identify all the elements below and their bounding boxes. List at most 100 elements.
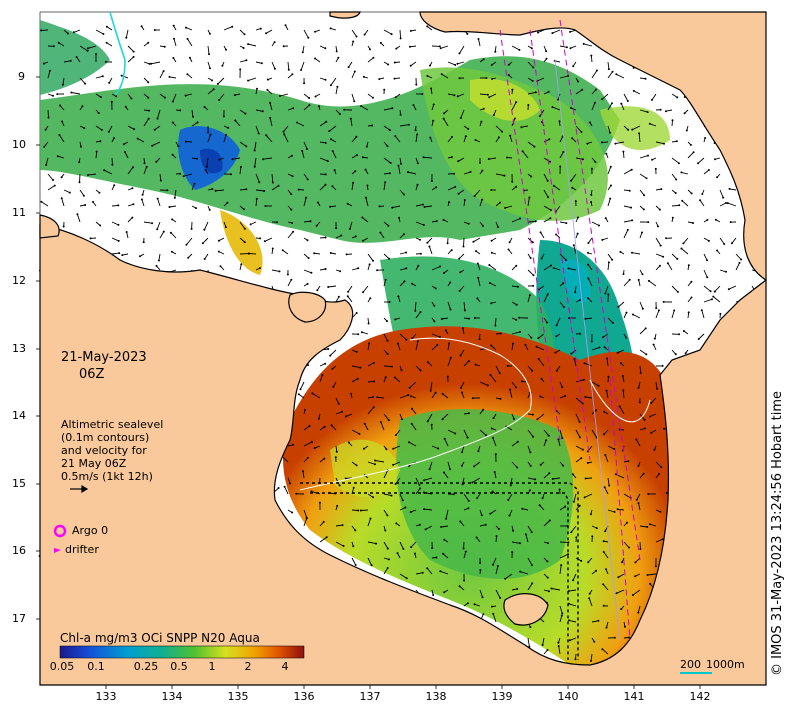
velocity-arrow [361,331,369,335]
velocity-arrow [671,204,680,207]
velocity-arrow [639,109,648,113]
velocity-arrow-head [711,298,713,301]
velocity-arrow-head [190,227,193,230]
velocity-arrow [314,58,321,63]
velocity-arrow-head [317,417,320,420]
velocity-arrow-head [186,37,189,40]
velocity-arrow-head [571,137,574,140]
velocity-arrow-head [347,290,350,293]
velocity-arrow-head [416,340,419,343]
velocity-arrow-head [273,41,276,44]
velocity-arrow-head [40,200,43,203]
velocity-arrow-head [453,94,456,97]
velocity-arrow [527,445,531,453]
velocity-arrow-head [699,199,702,202]
velocity-arrow [651,93,657,101]
velocity-arrow-head [150,62,153,65]
river [109,11,126,96]
velocity-arrow-head [654,565,657,568]
velocity-arrow-head [590,193,593,196]
velocity-arrow-head [613,448,616,450]
velocity-arrow-head [578,299,581,302]
velocity-arrow-head [460,386,462,389]
colorbar-tick-label: 1 [208,660,216,673]
velocity-arrow-head [662,300,665,303]
velocity-arrow-head [269,116,272,119]
velocity-arrow-head [574,200,577,203]
velocity-arrow [367,406,375,415]
velocity-arrow-head [545,57,548,60]
velocity-arrow-head [529,464,532,467]
velocity-arrow-head [557,641,560,644]
velocity-arrow-head [601,141,603,144]
velocity-arrow [527,269,534,276]
legend-line3: and velocity for [61,444,147,457]
velocity-arrow-head [231,25,234,28]
velocity-arrow-head [521,507,524,510]
velocity-arrow-head [642,208,645,211]
velocity-arrow-head [405,251,408,254]
velocity-arrow [655,237,662,246]
velocity-arrow [335,541,344,547]
velocity-arrow [397,343,401,351]
velocity-arrow-head [362,239,365,242]
velocity-arrow-head [678,333,680,336]
velocity-arrow-head [308,104,311,107]
velocity-arrow-head [595,527,598,530]
velocity-arrow-head [105,41,108,44]
velocity-arrow-head [446,375,449,378]
velocity-arrow-head [539,231,542,234]
velocity-arrow [319,184,326,191]
velocity-arrow-head [635,498,638,501]
velocity-arrow [591,429,598,438]
velocity-arrow [479,381,489,386]
velocity-arrow-head [598,224,600,227]
velocity-arrow [463,301,466,311]
velocity-arrow [207,134,211,143]
velocity-arrow-head [58,134,61,136]
velocity-arrow [351,557,357,566]
velocity-arrow-head [370,564,373,567]
velocity-arrow-head [271,247,274,250]
velocity-arrow [207,45,210,55]
velocity-arrow-head [524,343,527,346]
velocity-arrow-head [443,591,446,594]
velocity-arrow [79,45,88,52]
velocity-arrow [617,349,625,354]
velocity-arrow-head [408,441,410,444]
velocity-arrow-head [490,302,493,305]
velocity-arrow-head [419,487,422,490]
velocity-arrow [351,429,360,435]
velocity-arrow-head [292,230,295,233]
velocity-arrow-head [550,264,552,267]
lat-tick-label: 13 [12,342,26,355]
velocity-arrow-head [70,91,73,94]
velocity-arrow [591,70,598,79]
velocity-arrow [399,394,409,399]
velocity-arrow-head [581,448,584,451]
velocity-arrow [429,461,433,470]
velocity-arrow-head [638,401,641,404]
velocity-arrow-head [528,489,531,492]
velocity-arrow-head [253,165,256,168]
velocity-arrow-head [700,309,703,312]
velocity-arrow-head [436,344,439,346]
velocity-arrow [477,277,481,287]
velocity-arrow [319,121,327,127]
velocity-arrow-head [488,264,491,266]
velocity-arrow [655,538,664,543]
velocity-arrow [459,285,465,292]
velocity-arrow-head [530,175,533,178]
velocity-arrow-head [621,375,624,377]
velocity-arrow-head [394,318,397,321]
velocity-arrow-head [647,493,650,495]
velocity-arrow [714,285,721,292]
velocity-arrow-head [433,320,436,323]
velocity-arrow [479,589,483,598]
velocity-arrow [445,509,449,519]
velocity-arrow [111,204,119,207]
velocity-arrow [303,518,308,527]
velocity-arrow-head [372,259,374,262]
velocity-arrow-head [628,189,631,192]
velocity-arrow-head [290,208,293,211]
